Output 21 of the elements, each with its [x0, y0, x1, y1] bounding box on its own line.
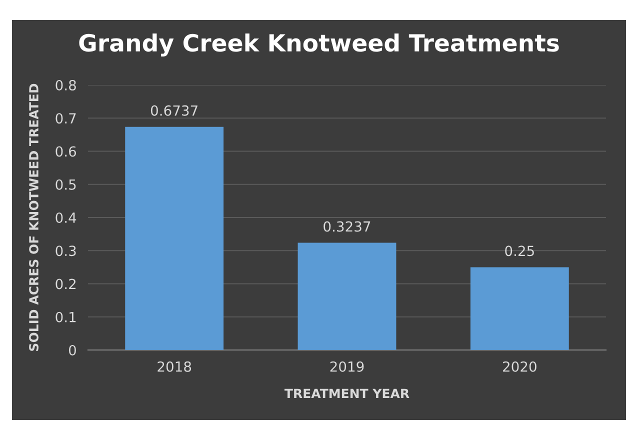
x-tick-label: 2019	[330, 361, 364, 372]
y-tick-label: 0.4	[56, 212, 76, 223]
y-tick-label: 0.1	[56, 312, 76, 322]
data-label: 0.6737	[150, 105, 198, 116]
y-tick-label: 0.8	[56, 80, 76, 90]
y-tick-label: 0.6	[56, 146, 76, 157]
data-label: 0.3237	[324, 221, 370, 232]
x-tick-label: 2020	[503, 361, 536, 372]
bar	[298, 242, 396, 350]
chart-title: Grandy Creek Knotweed Treatments	[79, 33, 559, 57]
y-tick-label: 0.5	[56, 179, 76, 190]
y-tick-label: 0	[68, 344, 76, 356]
y-tick-label: 0.2	[56, 278, 76, 290]
x-axis-title: TREATMENT YEAR	[284, 388, 410, 398]
bar	[125, 126, 224, 350]
y-tick-label: 0.3	[56, 246, 76, 256]
bar	[470, 267, 569, 350]
y-axis-title: SOLID ACRES OF KNOTWEED TREATED	[29, 84, 38, 351]
y-tick-label: 0.7	[56, 113, 76, 124]
x-tick-label: 2018	[158, 361, 192, 372]
data-label: 0.25	[505, 246, 534, 256]
